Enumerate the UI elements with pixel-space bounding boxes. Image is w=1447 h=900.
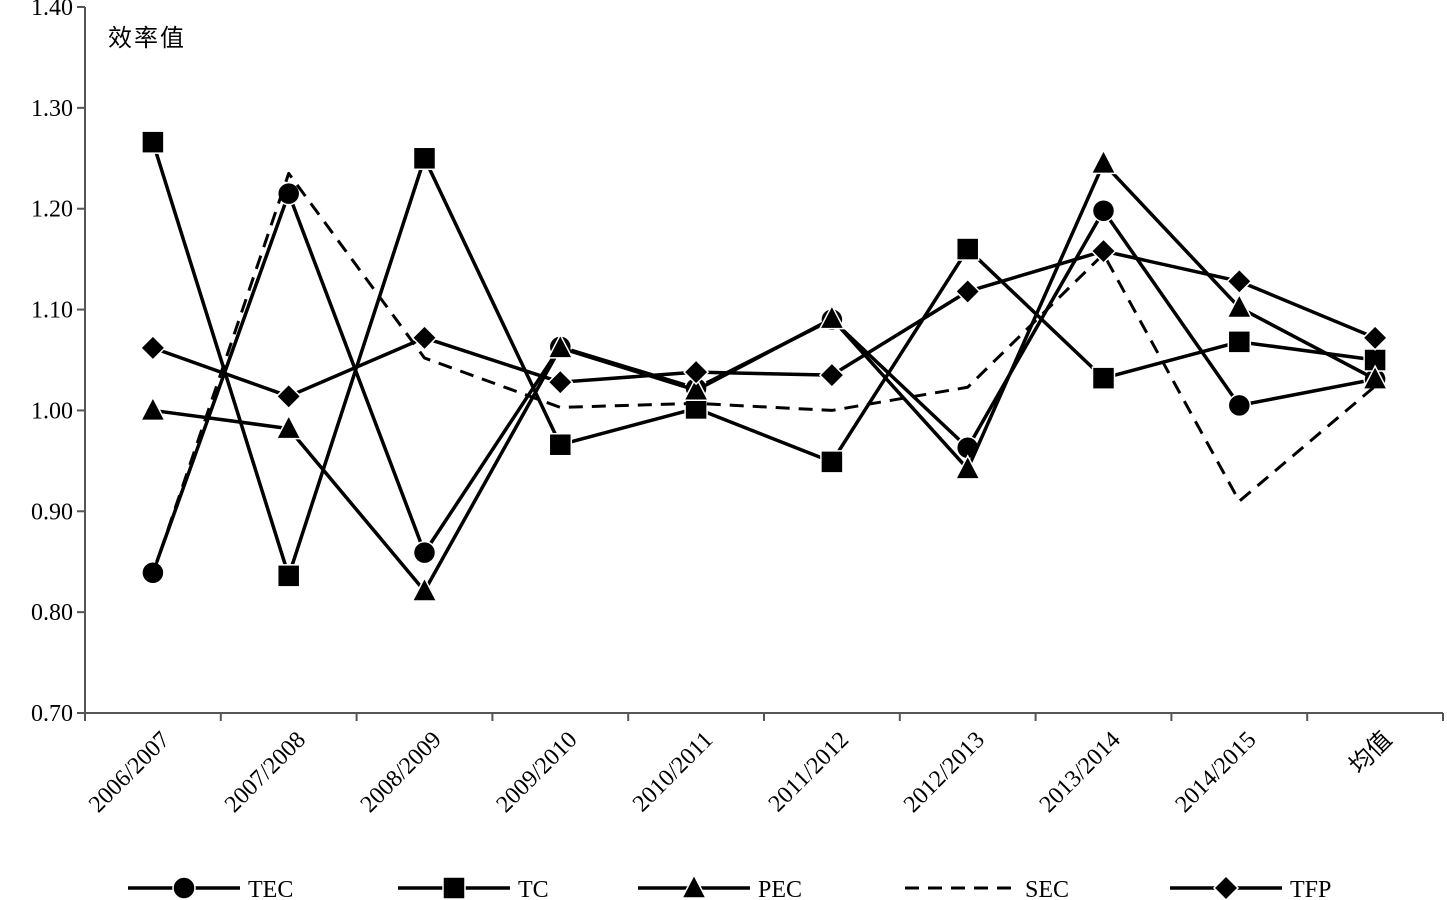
x-tick-label: 2013/2014: [1035, 727, 1126, 818]
data-point-tfp: [139, 334, 166, 361]
data-point-pec: [1361, 364, 1389, 390]
series-tec: [141, 181, 1387, 585]
data-point-tc: [548, 432, 573, 457]
legend-item-sec: SEC: [905, 877, 1069, 900]
x-tick-label: 2011/2012: [764, 727, 854, 817]
data-point-tfp: [547, 369, 574, 396]
data-point-tc: [1227, 330, 1252, 354]
data-point-tfp: [1362, 324, 1389, 351]
data-point-tec: [1227, 393, 1252, 418]
y-tick-label: 0.70: [31, 701, 73, 727]
series-tc: [141, 130, 1387, 588]
x-tick-label: 2009/2010: [492, 727, 583, 818]
series-line-tec: [151, 191, 1376, 574]
series-line-tc: [151, 141, 1376, 578]
data-point-pec: [411, 576, 438, 602]
data-point-tec: [412, 540, 437, 565]
x-tick-label: 均值: [1344, 726, 1397, 779]
data-point-tc: [820, 450, 844, 474]
x-tick-label: 2010/2011: [628, 727, 718, 817]
data-point-tfp: [411, 324, 438, 351]
data-point-tc: [955, 237, 980, 261]
legend-label-tec: TEC: [248, 877, 293, 900]
data-point-tc: [412, 146, 437, 171]
y-tick-label: 0.80: [31, 600, 73, 626]
legend-item-tfp: TFP: [1170, 874, 1331, 900]
y-axis-label: 效率值: [108, 24, 186, 52]
data-point-tc: [141, 130, 165, 154]
series-pec: [139, 148, 1389, 602]
chart-legend: TEC TC PEC SEC TFP: [128, 873, 1331, 900]
legend-label-tc: TC: [518, 877, 549, 900]
data-point-tfp: [1090, 238, 1117, 265]
data-point-pec: [818, 304, 846, 330]
x-tick-label: 2012/2013: [899, 727, 990, 818]
data-point-tc: [276, 564, 301, 588]
data-point-pec: [1226, 292, 1253, 319]
data-point-tc: [1091, 366, 1116, 390]
x-tick-label: 2014/2015: [1171, 727, 1262, 818]
x-tick-label: 2007/2008: [220, 727, 311, 818]
y-tick-label: 0.90: [31, 499, 73, 525]
legend-item-tc: TC: [398, 876, 549, 900]
legend-item-tec: TEC: [128, 876, 293, 900]
series-line-sec: [151, 171, 1377, 575]
data-point-pec: [954, 454, 981, 480]
y-tick-label: 1.10: [31, 298, 73, 324]
legend-marker-tfp: [1212, 874, 1240, 900]
y-tick-label: 1.00: [31, 398, 73, 424]
series-line-pec: [152, 161, 1376, 593]
chart-series: [139, 130, 1389, 602]
data-point-tec: [276, 181, 301, 206]
data-point-tec: [1091, 198, 1116, 223]
legend-label-sec: SEC: [1025, 877, 1069, 900]
x-tick-label: 2008/2009: [356, 727, 447, 818]
x-tick-label: 2006/2007: [84, 727, 175, 818]
data-point-pec: [547, 333, 574, 359]
legend-label-pec: PEC: [758, 877, 802, 900]
legend-label-tfp: TFP: [1290, 877, 1331, 900]
legend-marker-pec: [680, 873, 708, 899]
data-point-tfp: [818, 362, 845, 389]
data-point-pec: [1090, 148, 1117, 175]
y-tick-label: 1.30: [31, 96, 73, 122]
y-tick-label: 1.20: [31, 197, 73, 223]
data-point-tfp: [1226, 268, 1253, 295]
legend-marker-tc: [442, 876, 466, 900]
legend-item-pec: PEC: [638, 873, 802, 900]
y-tick-label: 1.40: [31, 0, 73, 21]
series-sec: [151, 171, 1377, 575]
series-tfp: [139, 238, 1389, 410]
data-point-tfp: [683, 359, 710, 386]
series-line-tfp: [152, 249, 1376, 399]
data-point-tfp: [275, 383, 302, 410]
data-point-tfp: [954, 278, 981, 305]
data-point-pec: [139, 395, 167, 422]
data-point-pec: [275, 413, 302, 440]
data-point-pec: [682, 375, 710, 402]
legend-marker-tec: [172, 876, 196, 900]
